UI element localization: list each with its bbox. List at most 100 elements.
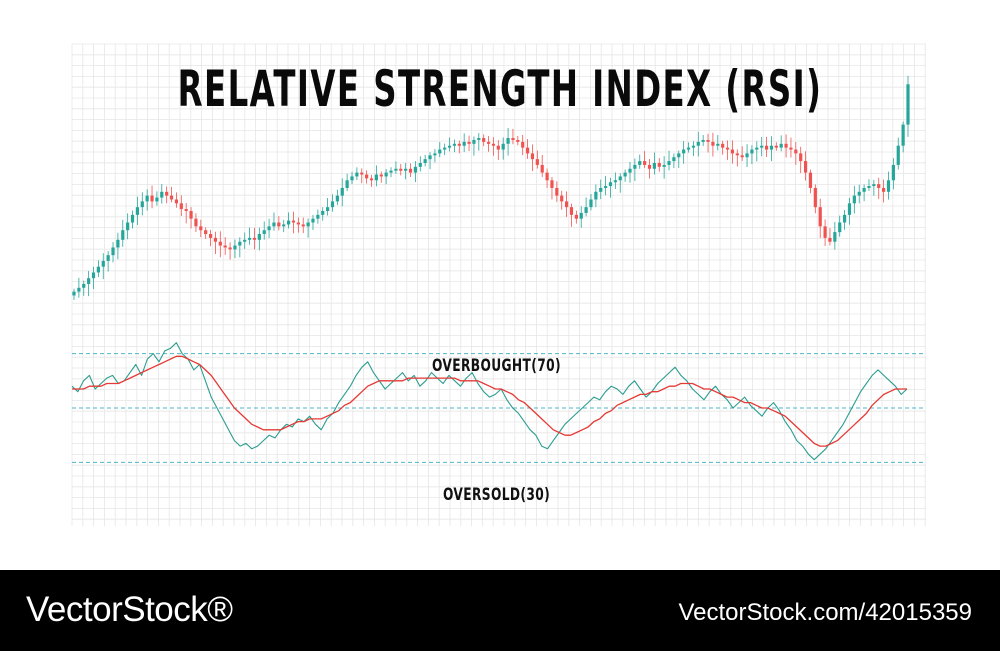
candle xyxy=(72,291,76,296)
candle xyxy=(594,191,598,200)
candle xyxy=(121,230,125,240)
candle xyxy=(379,174,383,177)
candle xyxy=(818,207,822,227)
candle xyxy=(779,143,783,148)
candle xyxy=(482,138,486,142)
candle xyxy=(525,147,530,154)
candle xyxy=(691,145,696,148)
candle xyxy=(194,218,198,227)
candle xyxy=(857,191,861,196)
candle xyxy=(272,222,276,227)
candle xyxy=(735,153,739,156)
candle xyxy=(506,138,510,144)
candle xyxy=(589,199,593,208)
candle xyxy=(774,145,778,148)
candle xyxy=(447,145,452,148)
candle xyxy=(462,141,466,146)
candle xyxy=(150,195,154,202)
candle xyxy=(238,241,242,246)
candle xyxy=(252,237,257,240)
candle xyxy=(433,153,437,156)
candle xyxy=(764,145,769,150)
candle xyxy=(452,143,457,146)
candle xyxy=(657,163,661,167)
candle xyxy=(91,272,96,279)
candle xyxy=(326,207,330,211)
candle xyxy=(574,214,578,219)
candle xyxy=(545,172,549,181)
candle xyxy=(208,234,213,238)
candle xyxy=(677,153,681,158)
candle xyxy=(521,141,525,148)
candle xyxy=(311,218,315,223)
candle xyxy=(496,145,500,150)
candle xyxy=(213,237,218,242)
candle xyxy=(501,143,505,150)
candle xyxy=(740,155,744,158)
candle xyxy=(540,164,544,173)
image-credit: VectorStock.com/42015359 xyxy=(678,599,972,626)
candle xyxy=(355,172,359,177)
candle xyxy=(867,186,871,188)
candle xyxy=(106,255,110,261)
candle xyxy=(243,239,247,242)
candle xyxy=(564,201,569,208)
candle xyxy=(330,201,335,208)
candle xyxy=(555,187,559,196)
candle xyxy=(126,222,130,231)
candle xyxy=(789,147,793,150)
candle xyxy=(662,164,666,167)
candle xyxy=(604,186,608,188)
candle xyxy=(794,149,798,154)
candle xyxy=(808,172,813,188)
candle xyxy=(350,176,354,181)
candle xyxy=(701,139,705,142)
candle xyxy=(828,237,832,242)
candle xyxy=(223,245,227,248)
candle xyxy=(516,139,520,142)
candle xyxy=(686,147,691,150)
candle xyxy=(316,214,320,219)
candle xyxy=(428,155,432,160)
candle xyxy=(842,214,847,223)
candle xyxy=(218,241,222,246)
candle xyxy=(247,237,252,240)
candle xyxy=(296,222,300,225)
candle xyxy=(87,278,91,284)
oversold-label: OVERSOLD(30) xyxy=(443,485,551,505)
candle xyxy=(823,226,827,238)
candle xyxy=(550,180,554,188)
candle xyxy=(77,287,81,292)
candle xyxy=(408,168,413,173)
candle xyxy=(184,209,188,211)
candle xyxy=(716,143,720,146)
candle xyxy=(443,147,447,150)
candle xyxy=(725,147,730,150)
candle xyxy=(394,168,398,171)
candle xyxy=(511,138,515,140)
candle xyxy=(340,187,344,196)
grid xyxy=(71,43,926,526)
candle xyxy=(404,168,408,171)
candle xyxy=(291,220,296,223)
candle xyxy=(457,143,461,146)
candle xyxy=(784,143,788,148)
candle xyxy=(145,195,149,202)
rsi-series xyxy=(71,342,908,461)
chart-title: RELATIVE STRENGTH INDEX (RSI) xyxy=(177,60,823,118)
candle xyxy=(174,199,179,204)
candle xyxy=(755,147,759,150)
candle xyxy=(535,159,539,165)
vectorstock-logo: VectorStock® xyxy=(26,590,233,629)
candle xyxy=(847,203,852,215)
candle xyxy=(862,187,866,192)
candle xyxy=(579,212,583,219)
candle xyxy=(628,168,632,173)
candle xyxy=(130,214,135,223)
candle xyxy=(204,230,208,235)
candle xyxy=(301,224,305,227)
candle xyxy=(467,141,471,144)
candle xyxy=(872,184,876,187)
candle xyxy=(399,168,403,171)
overbought-label: OVERBOUGHT(70) xyxy=(432,356,561,376)
